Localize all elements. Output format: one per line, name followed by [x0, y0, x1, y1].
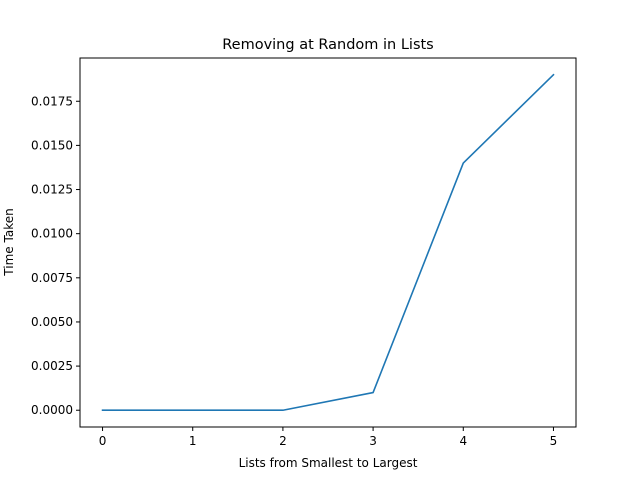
y-tick-label: 0.0075: [31, 271, 73, 285]
y-tick-label: 0.0175: [31, 94, 73, 108]
x-axis-ticks: 0 1 2 3 4 5: [99, 427, 558, 448]
x-tick-label: 3: [369, 434, 377, 448]
y-tick-label: 0.0150: [31, 138, 73, 152]
x-tick-label: 5: [550, 434, 558, 448]
y-axis-ticks: 0.0000 0.0025 0.0050 0.0075 0.0100 0.0125 0.01…: [31, 94, 80, 417]
y-tick-label: 0.0025: [31, 359, 73, 373]
x-tick-label: 4: [459, 434, 467, 448]
series-layer: [101, 73, 555, 412]
y-tick-label: 0.0000: [31, 403, 73, 417]
x-tick-label: 2: [279, 434, 287, 448]
x-tick-label: 1: [189, 434, 197, 448]
y-tick-label: 0.0100: [31, 227, 73, 241]
y-tick-label: 0.0125: [31, 183, 73, 197]
series-line: [101, 73, 555, 412]
x-axis-label: Lists from Smallest to Largest: [239, 456, 418, 470]
chart-title: Removing at Random in Lists: [222, 37, 434, 53]
plot-area-frame: [79, 57, 577, 428]
y-axis-label: Time Taken: [2, 208, 16, 276]
y-tick-label: 0.0050: [31, 315, 73, 329]
x-tick-label: 0: [99, 434, 107, 448]
